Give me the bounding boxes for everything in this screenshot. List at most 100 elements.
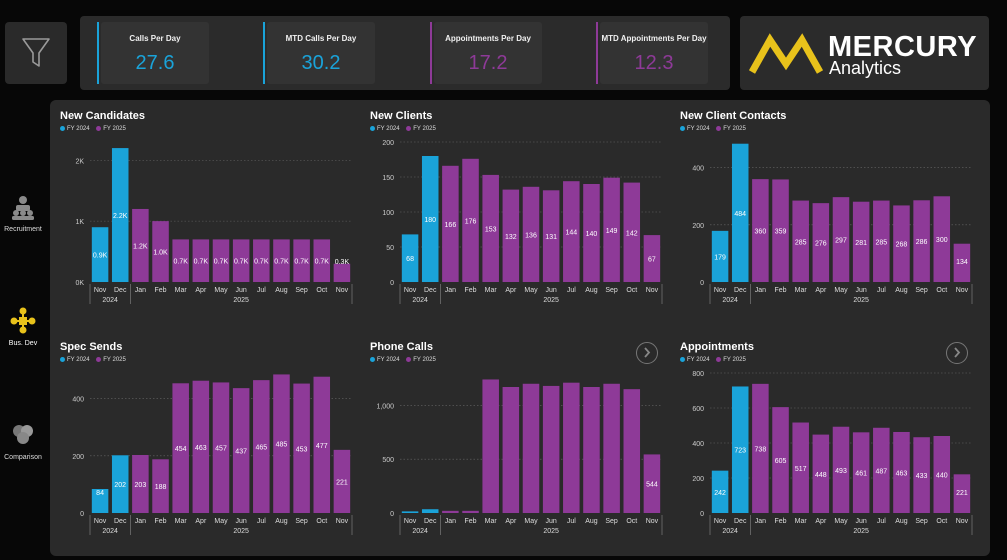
bar: [111, 455, 129, 513]
data-label: 605: [775, 458, 787, 465]
filter-button[interactable]: [5, 22, 67, 84]
data-label: 2.2K: [113, 213, 128, 220]
data-label: 453: [296, 446, 308, 453]
data-label: 131: [545, 234, 557, 241]
bar: [563, 181, 580, 282]
y-tick-label: 100: [382, 210, 394, 217]
nav-item-recruitment[interactable]: Recruitment: [0, 192, 46, 233]
x-tick-label: Nov: [336, 518, 349, 525]
x-tick-label: May: [214, 287, 228, 294]
legend-fy2024: FY 2024: [687, 126, 710, 133]
bar: [232, 388, 250, 513]
x-tick-label: Feb: [465, 287, 477, 294]
chart-legend: FY 2024 FY 2025: [370, 126, 441, 132]
chart-title: New Client Contacts: [680, 110, 787, 122]
legend-fy2025: FY 2025: [103, 357, 126, 364]
data-label: 1.2K: [133, 243, 148, 250]
legend-fy2025: FY 2025: [413, 357, 436, 364]
data-label: 132: [505, 234, 517, 241]
legend-dot-fy2025: [406, 126, 412, 131]
bar: [583, 184, 600, 282]
bar: [711, 470, 729, 513]
x-tick-label: Jun: [236, 287, 247, 294]
data-label: 221: [336, 479, 348, 486]
legend-dot-fy2024: [370, 357, 375, 362]
x-tick-label: Sep: [605, 287, 618, 294]
data-label: 517: [795, 466, 807, 473]
bar: [502, 189, 520, 282]
year-label: 2024: [102, 528, 118, 535]
bar: [421, 156, 439, 282]
x-tick-label: Aug: [275, 287, 288, 294]
bar: [812, 203, 830, 282]
legend-dot-fy2025: [96, 357, 102, 362]
bar: [253, 239, 270, 282]
y-tick-label: 0: [700, 280, 704, 287]
x-tick-label: Apr: [505, 518, 517, 525]
x-tick-label: Apr: [505, 287, 517, 294]
bar: [152, 221, 169, 282]
bar: [812, 434, 830, 513]
data-label: 457: [215, 446, 227, 453]
y-tick-label: 150: [382, 175, 394, 182]
x-tick-label: Nov: [404, 518, 417, 525]
kpi-mtd-appointments-per-day: MTD Appointments Per Day 12.3: [596, 22, 708, 84]
x-tick-label: Jun: [236, 518, 247, 525]
data-label: 68: [406, 256, 414, 263]
drillthrough-button[interactable]: [946, 342, 968, 364]
year-label: 2025: [233, 297, 249, 304]
y-tick-label: 600: [692, 406, 704, 413]
bar: [172, 383, 189, 513]
drillthrough-button[interactable]: [636, 342, 658, 364]
chart-plot: 0 200 400 179 Nov 484 Dec 360 Jan 359 Feb 285 Mar 276…: [692, 143, 973, 304]
bar: [711, 230, 729, 282]
bar: [913, 437, 930, 513]
data-label: 487: [875, 468, 887, 475]
chart-title: Spec Sends: [60, 341, 123, 353]
y-tick-label: 800: [692, 371, 704, 378]
data-label: 463: [195, 445, 207, 452]
data-label: 268: [896, 242, 908, 249]
data-label: 140: [586, 231, 598, 238]
bar: [212, 382, 230, 513]
kpi-value: 30.2: [301, 52, 341, 74]
x-tick-label: Apr: [815, 287, 827, 294]
x-tick-label: Jun: [546, 518, 557, 525]
chart-plot: 0 500 1,000 Nov Dec Jan Feb Mar Apr May Jun Jul Aug S…: [376, 379, 663, 535]
x-tick-label: Oct: [626, 287, 637, 294]
data-label: 221: [956, 490, 968, 497]
data-label: 276: [815, 241, 827, 248]
data-label: 0.9K: [93, 253, 108, 260]
legend-fy2025: FY 2025: [413, 126, 436, 133]
nav-item-bus-dev[interactable]: Bus. Dev: [0, 306, 46, 347]
legend-dot-fy2024: [680, 357, 685, 362]
data-label: 67: [648, 257, 656, 264]
bar: [293, 239, 310, 282]
x-tick-label: Oct: [626, 518, 637, 525]
y-tick-label: 400: [72, 397, 84, 404]
data-label: 0.3K: [335, 259, 350, 266]
bar: [933, 196, 951, 282]
bar: [132, 455, 149, 513]
x-tick-label: Dec: [114, 287, 127, 294]
data-label: 484: [734, 211, 746, 218]
x-tick-label: Nov: [714, 287, 727, 294]
bar: [152, 459, 169, 513]
x-tick-label: Nov: [404, 287, 417, 294]
data-label: 0.7K: [214, 259, 229, 266]
x-tick-label: Jun: [856, 287, 867, 294]
data-label: 0.7K: [254, 259, 269, 266]
y-tick-label: 0: [390, 511, 394, 518]
nav-item-comparison[interactable]: Comparison: [0, 420, 46, 461]
chevron-right-icon: [954, 347, 961, 358]
chart-plot: 0 200 400 600 800 242 Nov 723 Dec 738 Jan 605 Feb 517…: [692, 371, 973, 535]
chart-title: New Candidates: [60, 110, 145, 122]
bar: [772, 407, 789, 513]
bar: [852, 201, 870, 282]
bar: [953, 243, 971, 282]
data-label: 179: [714, 254, 726, 261]
kpi-card: [267, 22, 375, 84]
bar: [212, 239, 230, 282]
x-tick-label: Nov: [956, 287, 969, 294]
bar: [893, 431, 910, 513]
